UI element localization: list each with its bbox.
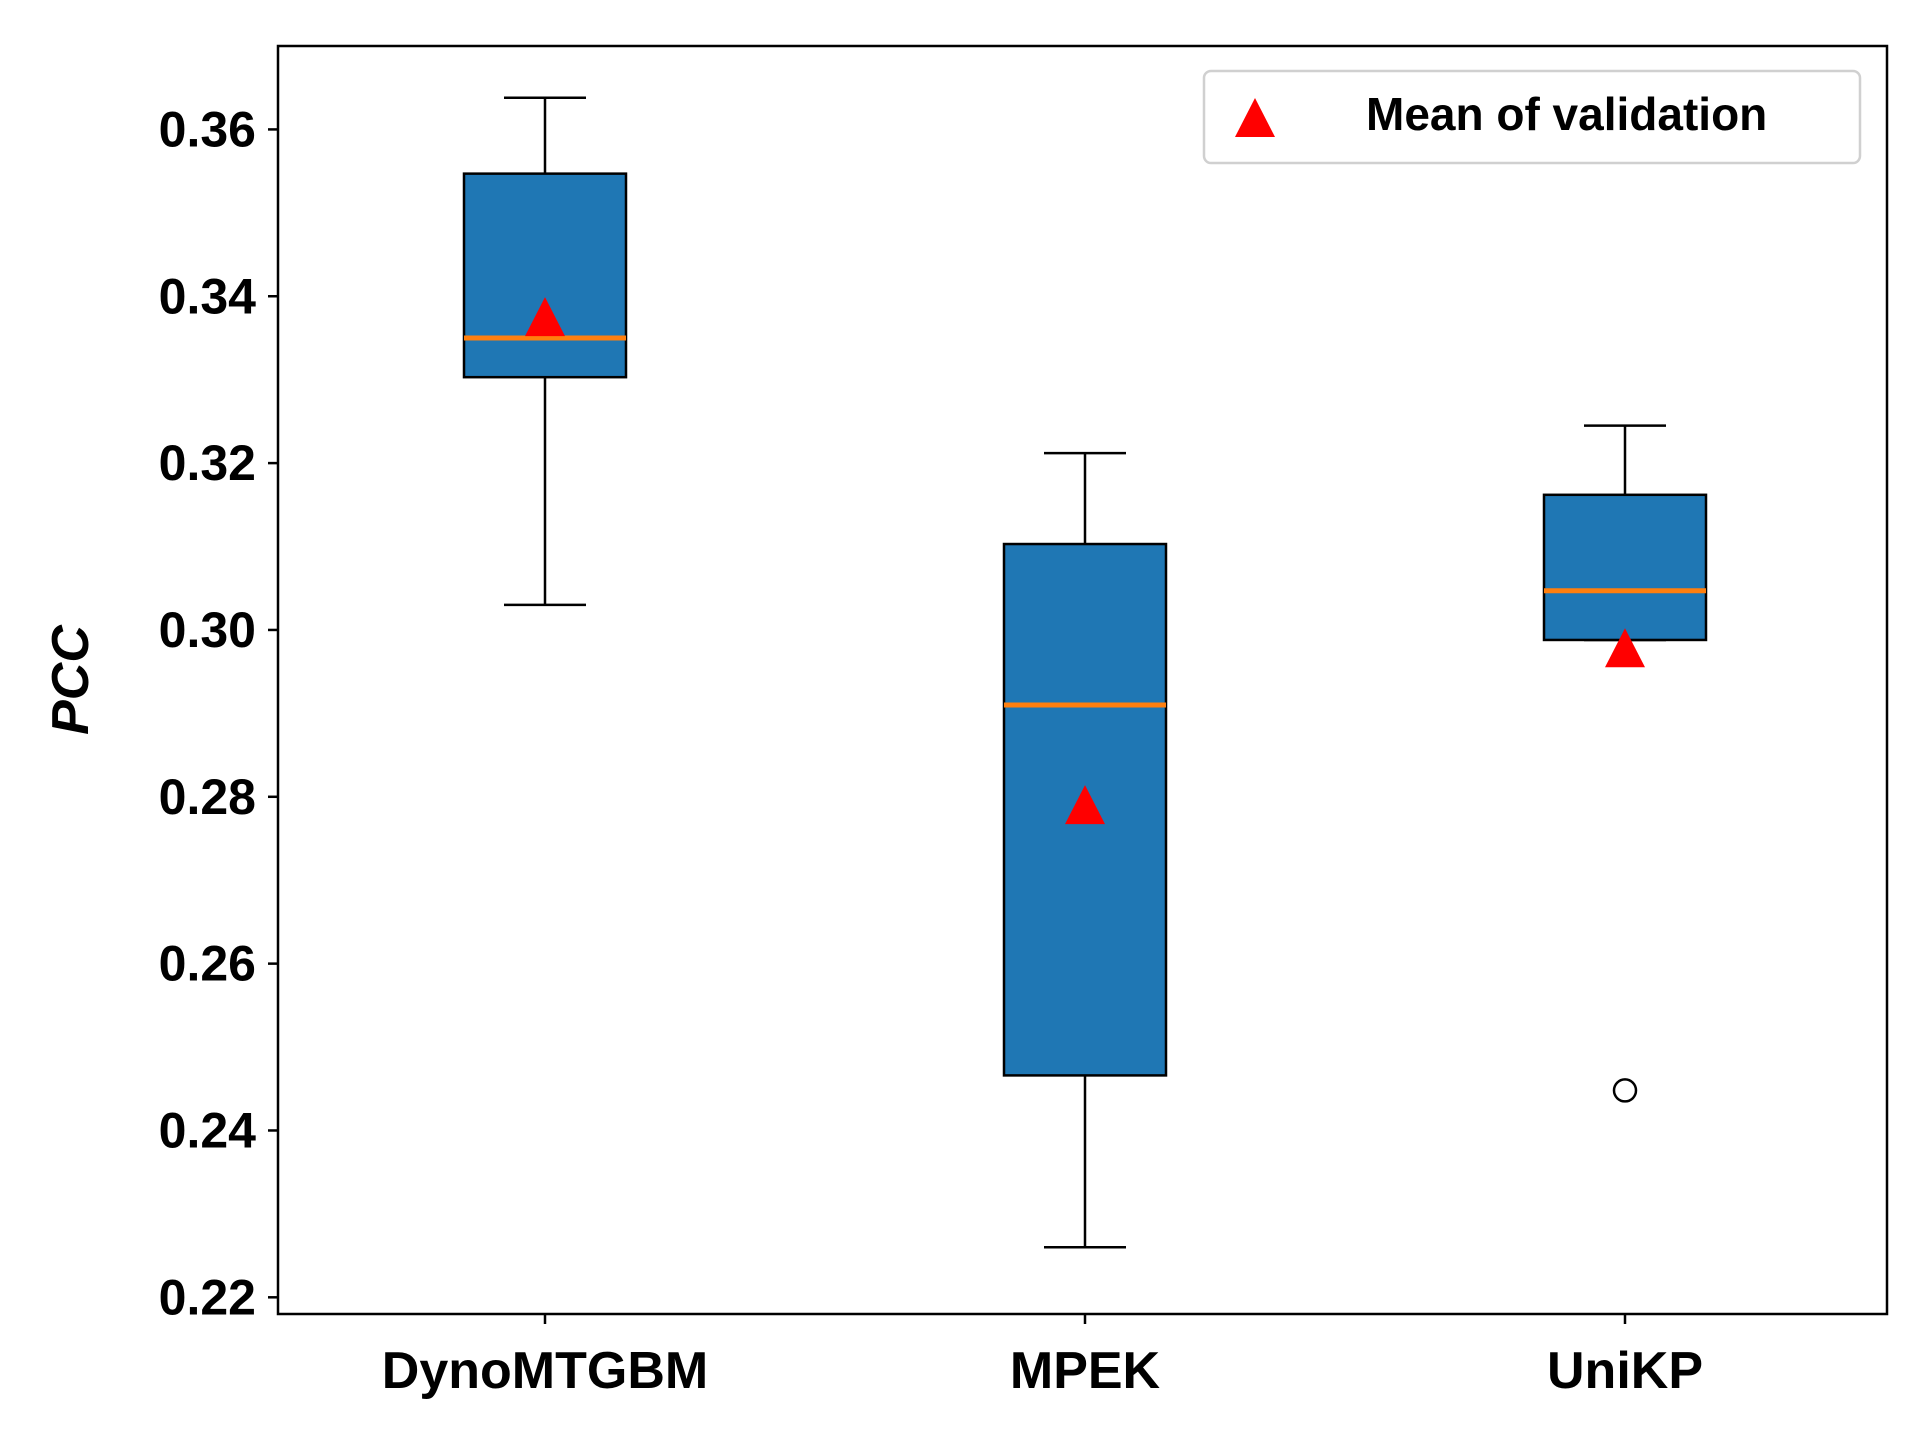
y-tick-label: 0.36 (159, 101, 256, 157)
y-tick-label: 0.34 (159, 268, 257, 324)
mean-marker (1065, 785, 1105, 825)
x-axis: DynoMTGBM MPEK UniKP (382, 1314, 1703, 1400)
mean-marker (525, 297, 565, 337)
iqr-box (462, 172, 628, 379)
y-tick-label: 0.22 (159, 1269, 256, 1325)
legend-frame (1202, 69, 1862, 165)
box-group-mpek (1002, 451, 1168, 1249)
y-tick-label: 0.26 (159, 936, 256, 992)
iqr-box (1542, 493, 1708, 642)
legend-mean-marker (1235, 98, 1275, 137)
legend-label: Mean of validation (1366, 88, 1767, 140)
y-tick-label: 0.32 (159, 435, 256, 491)
y-tick-label: 0.28 (159, 769, 256, 825)
box-group-dynomtgbm (462, 96, 628, 607)
y-axis-label: PCC (42, 624, 100, 735)
x-tick-label: DynoMTGBM (382, 1342, 708, 1400)
box-group-unikp (1542, 424, 1708, 1103)
plot-area-frame (276, 44, 1889, 1316)
plot-layer (462, 96, 1708, 1249)
y-tick-label: 0.24 (159, 1102, 257, 1158)
x-tick-label: MPEK (1010, 1342, 1161, 1400)
y-tick-label: 0.30 (159, 602, 256, 658)
mean-marker (1605, 628, 1645, 668)
y-axis: 0.22 0.24 0.26 0.28 0.30 0.32 0.34 0.36 (159, 101, 278, 1325)
legend: Mean of validation (1202, 69, 1862, 165)
outlier-point (1612, 1078, 1638, 1103)
x-tick-label: UniKP (1547, 1342, 1703, 1400)
